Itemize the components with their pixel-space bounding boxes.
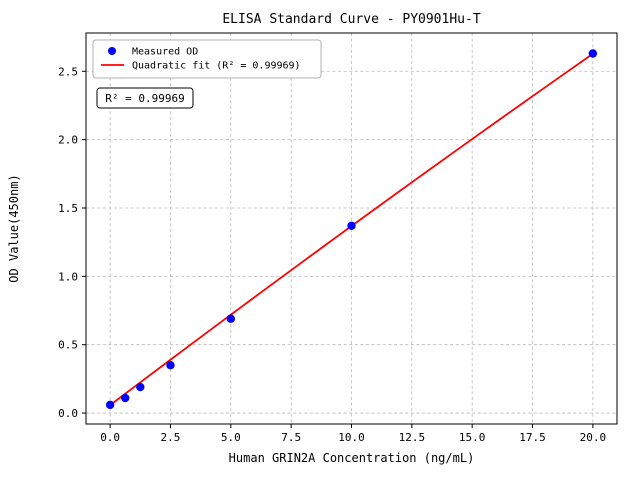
data-point <box>166 361 175 370</box>
chart-title: ELISA Standard Curve - PY0901Hu-T <box>222 12 480 27</box>
x-axis-label: Human GRIN2A Concentration (ng/mL) <box>229 451 475 465</box>
legend-box <box>92 39 322 79</box>
y-tick-label: 0.0 <box>58 407 78 420</box>
x-tick-label: 2.5 <box>161 431 181 444</box>
x-tick-label: 10.0 <box>338 431 365 444</box>
data-point <box>105 400 115 410</box>
y-tick-label: 1.5 <box>58 202 78 215</box>
r-squared-annotation-box <box>96 87 194 109</box>
y-tick-label: 2.0 <box>58 134 78 147</box>
legend-label-measured-od: Measured OD <box>132 47 198 58</box>
legend-label-quadratic-fit: Quadratic fit (R² = 0.99969) <box>132 61 301 72</box>
y-tick-label: 2.5 <box>58 65 78 78</box>
x-tick-label: 17.5 <box>519 431 546 444</box>
x-tick-label: 0.0 <box>100 431 120 444</box>
data-point <box>226 314 236 323</box>
legend-marker-measured-od <box>108 47 116 55</box>
y-axis-label: OD Value(450nm) <box>7 174 21 282</box>
x-tick-label: 12.5 <box>399 431 426 444</box>
y-tick-label: 0.5 <box>58 339 78 352</box>
x-tick-label: 15.0 <box>459 431 486 444</box>
r-squared-annotation-text: R² = 0.99969 <box>105 92 184 105</box>
data-point <box>588 49 598 58</box>
x-tick-label: 7.5 <box>281 431 301 444</box>
y-tick-label: 1.0 <box>58 270 78 283</box>
data-point <box>136 382 145 392</box>
data-point <box>347 221 356 230</box>
x-tick-label: 5.0 <box>221 431 241 444</box>
x-tick-label: 20.0 <box>580 431 607 444</box>
data-point <box>121 393 130 403</box>
